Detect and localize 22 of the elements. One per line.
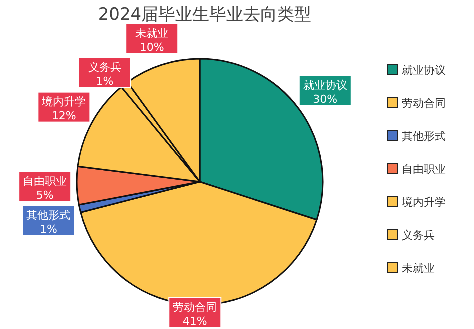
legend-label: 境内升学 [401,196,446,209]
slice-label: 未就业 [136,27,169,40]
data-label: 10% [140,41,164,54]
data-label: 1% [40,222,58,236]
slice-label: 其他形式 [26,208,71,222]
legend-label: 自由职业 [402,163,446,176]
data-label: 12% [52,109,76,122]
slice-label: 劳动合同 [173,301,218,314]
data-label: 1% [96,75,114,88]
legend-label: 未就业 [402,262,435,275]
chart-title: 2024届毕业生毕业去向类型 [98,5,312,25]
slice-label: 境内升学 [41,95,86,108]
data-label: 30% [313,92,338,106]
legend-label: 就业协议 [402,64,446,77]
slice-label: 就业协议 [303,78,348,92]
slice-label: 自由职业 [23,174,68,188]
slice-label: 义务兵 [88,61,122,74]
legend-label: 其他形式 [402,130,446,143]
legend-label: 劳动合同 [402,97,446,110]
legend-label: 义务兵 [402,229,435,242]
data-label: 5% [36,188,54,202]
data-label: 41% [182,315,208,328]
